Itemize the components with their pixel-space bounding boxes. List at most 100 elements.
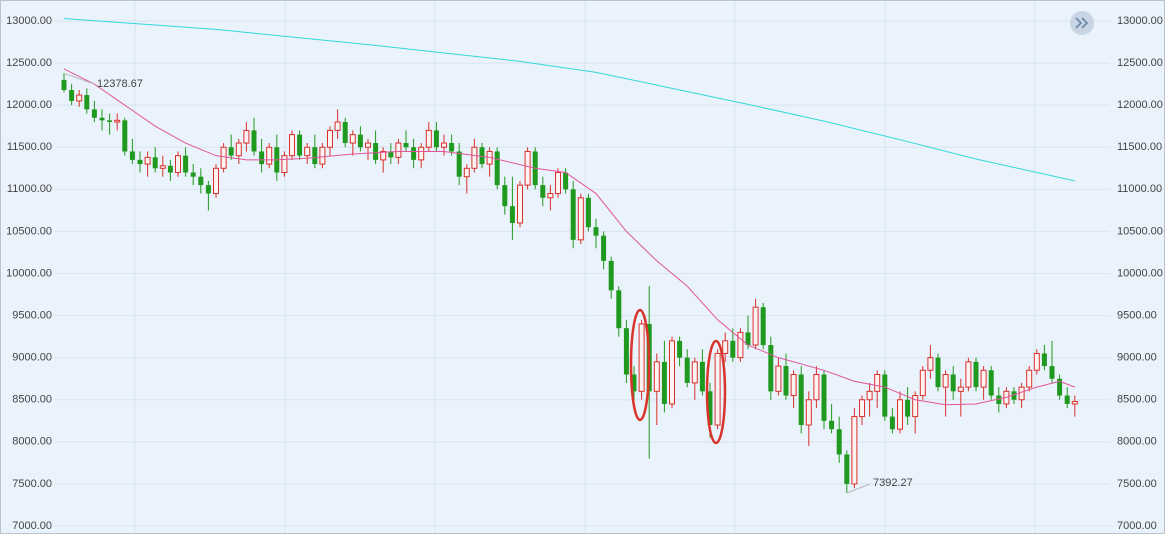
candle-body	[973, 361, 979, 388]
candle-body	[388, 151, 394, 158]
vertical-grid	[134, 1, 1036, 533]
candle-body	[570, 189, 576, 240]
candle-body	[228, 147, 234, 156]
candle-body	[84, 95, 90, 110]
candle-body	[365, 142, 371, 148]
candle-body	[502, 185, 508, 207]
candle-body	[988, 370, 994, 396]
candle-body	[167, 165, 173, 173]
candle-body	[334, 121, 341, 131]
y-tick-label: 9000.00	[12, 352, 52, 364]
candle-body	[866, 390, 873, 401]
candle-body	[411, 147, 417, 160]
candle-body	[905, 399, 911, 417]
candle-body	[737, 331, 744, 359]
y-tick-label: 8500.00	[12, 394, 52, 406]
candle-body	[844, 454, 850, 484]
candle-body	[289, 134, 295, 157]
candle-body	[775, 365, 782, 392]
candle-body	[373, 143, 379, 160]
candle-body	[555, 172, 561, 195]
candle-body	[220, 146, 227, 169]
candle-body	[950, 374, 956, 392]
candle-body	[129, 151, 135, 160]
candle-body	[1071, 400, 1078, 405]
candle-body	[304, 146, 311, 157]
candle-body	[684, 357, 690, 383]
y-tick-label: 7500.00	[12, 478, 52, 490]
annotation-label: 12378.67	[97, 78, 143, 90]
expand-button[interactable]	[1070, 11, 1094, 35]
candle-body	[357, 134, 363, 148]
y-tick-label-right: 12500.00	[1117, 57, 1163, 69]
candle-body	[1049, 366, 1055, 379]
y-tick-label: 13000.00	[6, 15, 52, 27]
candle-body	[547, 193, 554, 199]
candle-body	[144, 156, 151, 165]
candle-body	[441, 142, 447, 148]
y-tick-label-right: 10500.00	[1117, 225, 1163, 237]
candle-body	[927, 357, 934, 371]
candle-body	[965, 361, 972, 388]
candle-body	[380, 150, 387, 161]
candle-body	[577, 197, 584, 241]
candle-body	[653, 361, 660, 392]
y-tick-label-right: 11000.00	[1117, 183, 1162, 195]
candle-body	[243, 129, 250, 144]
candle-body	[114, 119, 121, 123]
candle-body	[213, 167, 219, 195]
candle-body	[699, 361, 705, 392]
candle-body	[935, 357, 941, 388]
candle-body	[601, 235, 607, 261]
y-tick-label: 8000.00	[12, 436, 52, 448]
candle-body	[563, 172, 569, 190]
candle-body	[259, 151, 265, 165]
candle-body	[768, 345, 774, 392]
candle-body	[874, 374, 881, 392]
candle-body	[593, 227, 599, 236]
candle-body	[722, 340, 729, 354]
candle-body	[707, 391, 713, 425]
candle-body	[585, 197, 591, 228]
candle-body	[752, 306, 759, 346]
candle-body	[623, 328, 629, 375]
y-tick-label: 11500.00	[7, 141, 52, 153]
y-tick-label: 7000.00	[12, 520, 52, 532]
candle-body	[1011, 391, 1017, 400]
candle-body	[897, 399, 903, 430]
candle-body	[790, 374, 797, 397]
candle-body	[251, 130, 257, 152]
candle-body	[677, 340, 683, 358]
button-icon[interactable]	[1075, 17, 1089, 29]
candle-body	[349, 134, 356, 144]
y-tick-label-right: 8000.00	[1117, 436, 1157, 448]
candle-body	[69, 90, 75, 101]
candle-body	[327, 129, 333, 148]
y-tick-label-right: 12000.00	[1117, 99, 1163, 111]
candle-body	[836, 429, 842, 455]
plot: 7000.00 7000.00 7500.00 7500.00 8000.00 8000.…	[6, 15, 1163, 532]
candle-body	[190, 172, 196, 177]
candle-body	[1026, 369, 1033, 388]
y-tick-label: 11000.00	[7, 183, 52, 195]
candle-body	[425, 129, 432, 148]
candle-body	[805, 399, 812, 426]
candle-body	[616, 290, 622, 329]
candle-body	[235, 142, 242, 157]
y-tick-label-right: 9500.00	[1117, 309, 1157, 321]
candle-body	[996, 395, 1002, 404]
candle-body	[183, 155, 189, 173]
moving-average-line	[63, 17, 1075, 182]
candle-body	[798, 374, 804, 425]
highlight-ellipse	[629, 308, 651, 422]
candle-body	[281, 155, 288, 174]
y-tick-label: 9500.00	[12, 309, 52, 321]
annotation-leader	[63, 72, 95, 85]
y-tick-label-right: 7000.00	[1117, 520, 1157, 532]
candle-body	[471, 146, 478, 169]
candle-body	[745, 332, 751, 346]
candle-body	[730, 340, 736, 358]
candle-body	[669, 340, 675, 405]
y-tick-label-right: 7500.00	[1117, 478, 1157, 490]
